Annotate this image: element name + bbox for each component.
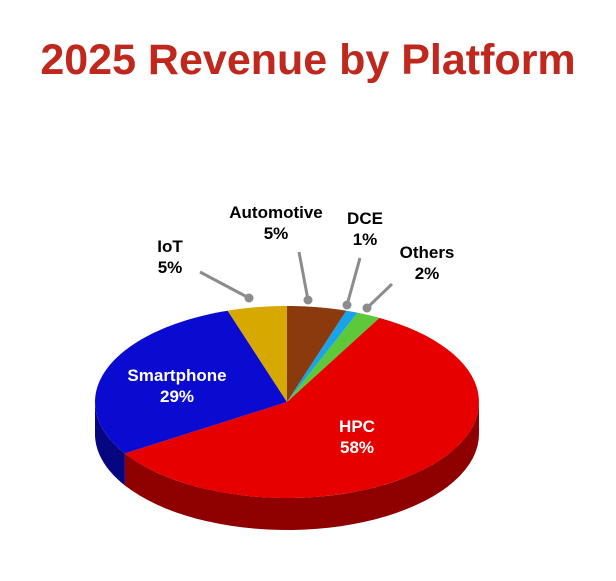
chart-title: 2025 Revenue by Platform bbox=[40, 36, 576, 84]
leader-dot-others bbox=[362, 303, 372, 313]
leader-line-others bbox=[365, 282, 394, 310]
label-smartphone: Smartphone bbox=[127, 366, 226, 385]
slice-hpc bbox=[124, 317, 479, 498]
label-iot: IoT bbox=[157, 237, 183, 256]
value-label-hpc: 58% bbox=[340, 438, 374, 457]
label-hpc: HPC bbox=[339, 417, 375, 436]
value-label-dce: 1% bbox=[353, 230, 378, 249]
label-others: Others bbox=[400, 243, 455, 262]
slice-iot bbox=[227, 306, 287, 402]
leader-dot-iot bbox=[244, 293, 254, 303]
slice-others bbox=[287, 312, 380, 402]
slice-side-hpc bbox=[124, 402, 479, 530]
value-label-others: 2% bbox=[415, 264, 440, 283]
label-dce: DCE bbox=[347, 209, 383, 228]
leader-line-dce bbox=[345, 257, 362, 306]
value-label-iot: 5% bbox=[158, 258, 183, 277]
leader-line-iot bbox=[199, 270, 250, 300]
slice-smartphone bbox=[95, 310, 287, 454]
slice-dce bbox=[287, 310, 358, 402]
slice-side-smartphone bbox=[95, 402, 125, 486]
leader-line-automotive bbox=[297, 251, 310, 301]
leader-dot-dce bbox=[342, 300, 352, 310]
leader-dot-automotive bbox=[303, 295, 313, 305]
value-label-automotive: 5% bbox=[264, 224, 289, 243]
label-automotive: Automotive bbox=[229, 203, 323, 222]
slice-automotive bbox=[287, 306, 347, 402]
value-label-smartphone: 29% bbox=[160, 387, 194, 406]
